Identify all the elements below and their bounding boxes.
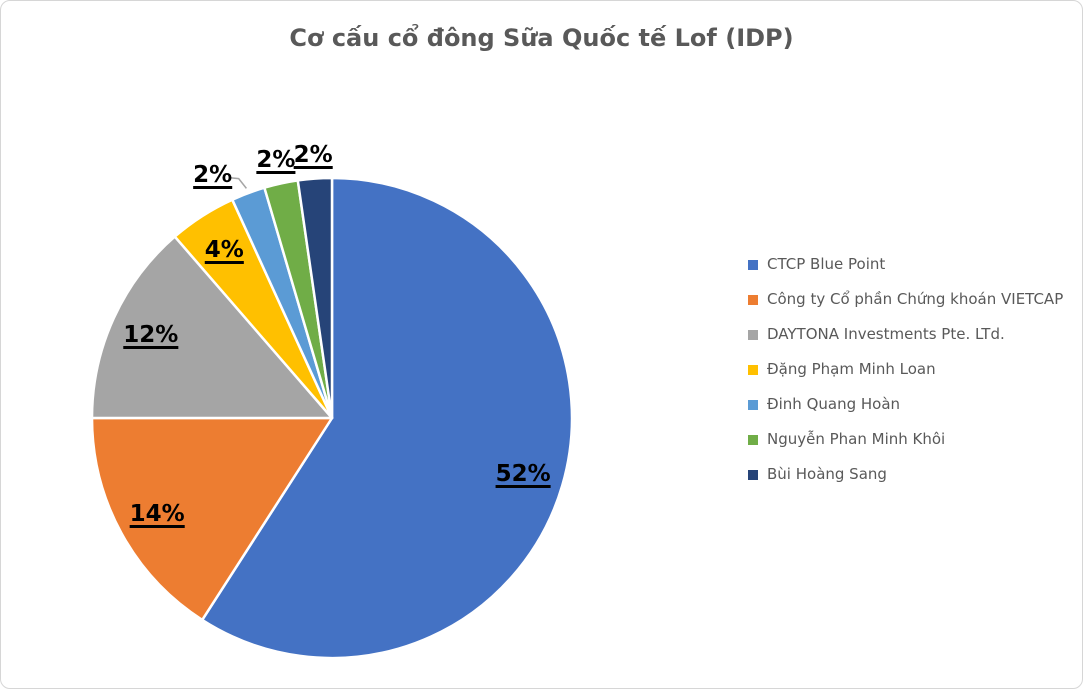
legend-item-1: CTCP Blue Point bbox=[748, 257, 1063, 272]
legend-label: Công ty Cổ phần Chứng khoán VIETCAP bbox=[767, 290, 1064, 308]
legend-swatch-icon bbox=[748, 259, 758, 270]
legend-item-4: Đặng Phạm Minh Loan bbox=[748, 362, 1063, 377]
legend-label: Bùi Hoàng Sang bbox=[767, 465, 887, 483]
legend-item-7: Bùi Hoàng Sang bbox=[748, 467, 1063, 482]
chart-title: Cơ cấu cổ đông Sữa Quốc tế Lof (IDP) bbox=[289, 24, 794, 52]
pie-slice-3 bbox=[90, 235, 334, 420]
legend-swatch-icon bbox=[748, 469, 758, 480]
legend-item-5: Đinh Quang Hoàn bbox=[748, 397, 1063, 412]
pie-slice-1 bbox=[200, 176, 574, 660]
legend-label: Đặng Phạm Minh Loan bbox=[767, 360, 936, 378]
legend-label: DAYTONA Investments Pte. LTd. bbox=[767, 325, 1005, 343]
legend: CTCP Blue Point Công ty Cổ phần Chứng kho… bbox=[748, 257, 1063, 482]
pie-slice-2 bbox=[90, 416, 334, 622]
legend-item-6: Nguyễn Phan Minh Khôi bbox=[748, 432, 1063, 447]
legend-label: Đinh Quang Hoàn bbox=[767, 395, 901, 413]
legend-label: CTCP Blue Point bbox=[767, 255, 886, 273]
legend-swatch-icon bbox=[748, 329, 758, 340]
legend-label: Nguyễn Phan Minh Khôi bbox=[767, 430, 946, 448]
legend-swatch-icon bbox=[748, 434, 758, 445]
legend-item-2: Công ty Cổ phần Chứng khoán VIETCAP bbox=[748, 292, 1063, 307]
legend-swatch-icon bbox=[748, 294, 758, 305]
pie-slice-7 bbox=[296, 176, 334, 420]
legend-swatch-icon bbox=[748, 364, 758, 375]
label-leader-line bbox=[228, 176, 247, 189]
legend-item-3: DAYTONA Investments Pte. LTd. bbox=[748, 327, 1063, 342]
legend-swatch-icon bbox=[748, 399, 758, 410]
